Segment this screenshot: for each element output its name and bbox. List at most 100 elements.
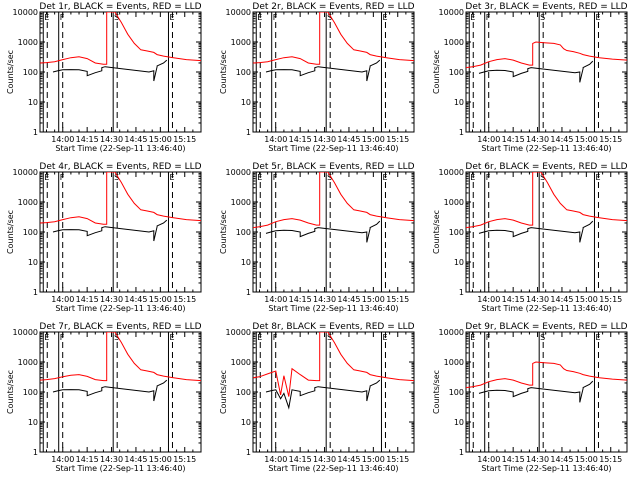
x-axis-label: Start Time (22-Sep-11 13:46:40) <box>55 304 185 313</box>
y-axis-label: Counts/sec <box>432 370 441 414</box>
series-line-events <box>478 380 594 403</box>
x-tick-label: 15:15 <box>173 455 196 464</box>
y-tick-label: 1 <box>246 128 251 137</box>
x-axis-label: Start Time (22-Sep-11 13:46:40) <box>481 144 611 153</box>
y-tick-label: 1 <box>33 448 38 457</box>
x-tick-label: 15:00 <box>149 295 172 304</box>
y-axis-label: Counts/sec <box>219 50 228 94</box>
y-tick-label: 10000 <box>226 168 251 177</box>
y-tick-label: 100 <box>236 228 251 237</box>
series-line-events <box>52 59 168 82</box>
chart-panel: Det 3r, BLACK = Events, RED = LLD 1 10 100 1… <box>432 2 628 153</box>
x-tick-label: 14:45 <box>550 295 573 304</box>
marker-label: F <box>60 13 65 22</box>
x-tick-label: 14:15 <box>76 295 99 304</box>
y-tick-label: 10 <box>454 258 464 267</box>
chart-panel: Det 1r, BLACK = Events, RED = LLD 1 10 100 1… <box>6 2 202 153</box>
y-axis-label: Counts/sec <box>432 210 441 254</box>
x-tick-label: 15:15 <box>599 455 622 464</box>
x-tick-label: 14:00 <box>477 135 500 144</box>
y-tick-label: 1000 <box>18 38 38 47</box>
y-tick-label: 100 <box>449 68 464 77</box>
x-tick-label: 14:30 <box>313 295 336 304</box>
x-tick-label: 14:00 <box>51 135 74 144</box>
series-line-lld <box>466 361 627 389</box>
y-tick-label: 100 <box>449 388 464 397</box>
y-tick-label: 1 <box>33 288 38 297</box>
marker-label: E <box>382 13 387 22</box>
x-tick-label: 15:15 <box>386 135 409 144</box>
chart-panel: Det 5r, BLACK = Events, RED = LLD 1 10 100 1… <box>219 162 415 313</box>
y-tick-label: 10 <box>454 98 464 107</box>
marker-label: E <box>382 333 387 342</box>
series-line-lld <box>40 332 201 382</box>
y-tick-label: 1 <box>33 128 38 137</box>
marker-label: F <box>486 13 491 22</box>
y-tick-label: 1000 <box>18 198 38 207</box>
x-tick-label: 14:15 <box>502 295 525 304</box>
x-tick-label: 14:00 <box>51 455 74 464</box>
marker-label: S <box>540 173 545 182</box>
marker-label: S <box>114 333 119 342</box>
plot-frame <box>252 171 415 293</box>
x-tick-label: 14:00 <box>264 455 287 464</box>
y-axis-label: Counts/sec <box>219 370 228 414</box>
marker-label: F <box>273 333 278 342</box>
y-tick-label: 1000 <box>444 38 464 47</box>
x-tick-label: 15:15 <box>173 135 196 144</box>
x-tick-label: 14:30 <box>526 295 549 304</box>
marker-label: S <box>327 13 332 22</box>
chart-title: Det 7r, BLACK = Events, RED = LLD <box>39 322 201 332</box>
marker-label: E <box>169 13 174 22</box>
series-line-lld <box>40 12 201 65</box>
chart-panel: Det 8r, BLACK = Events, RED = LLD 1 10 100 1… <box>219 322 415 473</box>
y-tick-label: 100 <box>449 228 464 237</box>
y-tick-label: 1000 <box>444 358 464 367</box>
marker-label: S <box>540 13 545 22</box>
x-tick-label: 14:00 <box>264 135 287 144</box>
marker-label: E <box>257 13 262 22</box>
series-line-lld <box>40 172 201 225</box>
x-axis-label: Start Time (22-Sep-11 13:46:40) <box>268 144 398 153</box>
marker-label: S <box>114 13 119 22</box>
y-tick-label: 10000 <box>439 328 464 337</box>
x-axis-label: Start Time (22-Sep-11 13:46:40) <box>481 304 611 313</box>
y-tick-label: 10000 <box>13 168 38 177</box>
series-line-events <box>265 59 381 82</box>
y-axis-label: Counts/sec <box>6 210 15 254</box>
y-tick-label: 10000 <box>439 8 464 17</box>
y-tick-label: 10 <box>28 98 38 107</box>
chart-panel: Det 4r, BLACK = Events, RED = LLD 1 10 100 1… <box>6 162 202 313</box>
x-tick-label: 14:30 <box>100 455 123 464</box>
y-tick-label: 1 <box>459 128 464 137</box>
marker-label: E <box>257 333 262 342</box>
marker-label: E <box>44 173 49 182</box>
chart-title: Det 3r, BLACK = Events, RED = LLD <box>465 2 627 12</box>
x-tick-label: 14:15 <box>76 135 99 144</box>
series-line-lld <box>466 172 627 229</box>
x-tick-label: 15:15 <box>599 295 622 304</box>
x-tick-label: 14:15 <box>502 135 525 144</box>
marker-label: E <box>169 173 174 182</box>
x-tick-label: 14:45 <box>550 135 573 144</box>
plot-frame <box>465 11 628 133</box>
y-tick-label: 10 <box>241 98 251 107</box>
marker-label: E <box>44 333 49 342</box>
y-tick-label: 1000 <box>231 38 251 47</box>
x-tick-label: 14:45 <box>337 135 360 144</box>
marker-label: F <box>486 333 491 342</box>
x-tick-label: 14:45 <box>337 455 360 464</box>
marker-label: F <box>60 333 65 342</box>
x-tick-label: 14:30 <box>100 135 123 144</box>
marker-label: E <box>595 173 600 182</box>
chart-panel: Det 6r, BLACK = Events, RED = LLD 1 10 100 1… <box>432 162 628 313</box>
series-line-lld <box>253 172 414 229</box>
y-tick-label: 100 <box>236 68 251 77</box>
marker-label: F <box>486 173 491 182</box>
x-tick-label: 14:15 <box>289 295 312 304</box>
marker-label: E <box>470 13 475 22</box>
x-tick-label: 15:00 <box>575 135 598 144</box>
y-tick-label: 10000 <box>13 328 38 337</box>
marker-label: F <box>60 173 65 182</box>
series-line-events <box>478 60 594 83</box>
